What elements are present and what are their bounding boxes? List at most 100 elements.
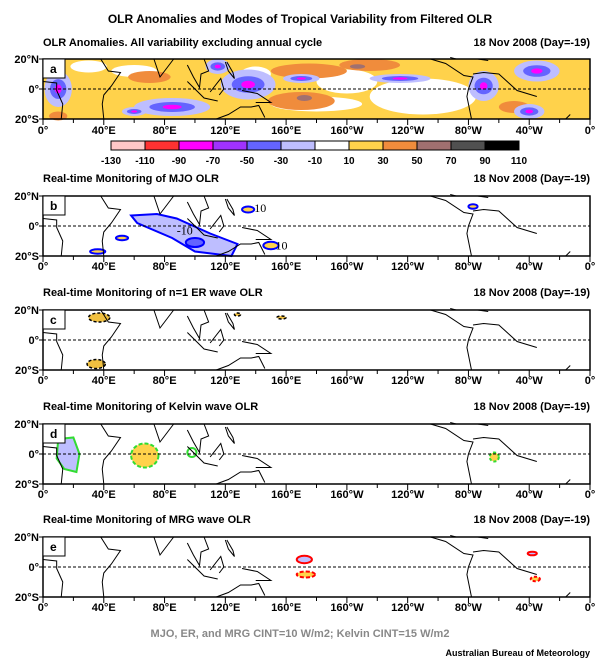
coastline xyxy=(472,208,537,234)
colorbar-label: -50 xyxy=(240,156,255,167)
kelvin-positive-contour xyxy=(130,442,160,469)
panel-letter: a xyxy=(50,62,57,76)
contour-label: 10 xyxy=(254,201,266,215)
coastline xyxy=(186,218,218,239)
coastline xyxy=(216,241,266,257)
panel-letter-box xyxy=(42,195,66,216)
kelvin-negative-contour xyxy=(55,436,81,474)
colorbar-swatch xyxy=(416,140,452,151)
panel-letter-box xyxy=(42,58,66,79)
colorbar-label: -10 xyxy=(308,156,323,167)
lon-label: 0° xyxy=(585,602,596,614)
lon-label: 120°E xyxy=(210,261,240,273)
colorbar-label: 110 xyxy=(511,156,528,167)
er-positive-contour xyxy=(86,358,107,370)
colorbar-swatch xyxy=(484,140,520,151)
lat-label: 20°N xyxy=(14,419,39,431)
coastline xyxy=(153,58,175,79)
mjo-negative-contour xyxy=(184,237,206,248)
coastline xyxy=(209,328,225,347)
er-positive-contour xyxy=(87,312,111,323)
panel-letter-box xyxy=(42,423,66,444)
coastline xyxy=(209,214,225,233)
lon-label: 120°W xyxy=(391,602,425,614)
lat-label: 0° xyxy=(28,335,39,347)
lon-label: 160°E xyxy=(271,602,301,614)
coastline xyxy=(472,549,537,575)
mjo-contour xyxy=(467,203,479,210)
mjo-contour xyxy=(114,234,130,242)
lon-label: 160°W xyxy=(330,602,364,614)
positive-anomaly xyxy=(270,63,347,79)
coastline xyxy=(209,77,225,96)
lon-label: 0° xyxy=(38,375,49,387)
lon-label: 120°W xyxy=(391,125,425,137)
colorbar-swatch xyxy=(348,140,384,151)
colorbar-swatch xyxy=(280,140,316,151)
colorbar-label: -90 xyxy=(172,156,187,167)
lon-label: 120°W xyxy=(391,489,425,501)
strong-negative-anomaly xyxy=(525,109,534,114)
coastline xyxy=(186,58,210,90)
kelvin-contour xyxy=(186,447,198,458)
coastline xyxy=(42,446,64,485)
colorbar-label: 70 xyxy=(445,156,457,167)
lat-label: 0° xyxy=(28,449,39,461)
colorbar-swatch xyxy=(178,140,214,151)
coastline xyxy=(241,341,273,354)
lon-label: 80°W xyxy=(455,489,483,501)
lat-label: 20°N xyxy=(14,54,39,66)
mrg-negative-contour xyxy=(526,550,538,557)
panel-title: Real-time Monitoring of MRG wave OLR xyxy=(43,514,251,526)
coastline xyxy=(186,423,210,455)
coastline xyxy=(42,559,64,598)
colorbar-swatch xyxy=(110,140,146,151)
strong-positive-anomaly xyxy=(349,64,366,69)
lat-label: 20°N xyxy=(14,191,39,203)
coastline xyxy=(153,423,175,444)
coastline xyxy=(216,104,266,120)
lat-label: 20°S xyxy=(15,592,39,604)
colorbar-label: 10 xyxy=(343,156,355,167)
er-positive-contour xyxy=(233,312,242,317)
panel-title: OLR Anomalies. All variability excluding… xyxy=(43,37,323,49)
mjo-contour xyxy=(241,205,256,214)
lat-label: 20°N xyxy=(14,305,39,317)
lat-label: 20°N xyxy=(14,532,39,544)
coastline xyxy=(224,426,235,444)
lon-label: 80°W xyxy=(455,602,483,614)
panel-letter-box xyxy=(42,309,66,330)
lon-label: 160°W xyxy=(330,125,364,137)
mjo-contour xyxy=(89,248,107,255)
coastline xyxy=(216,355,266,371)
strong-negative-anomaly xyxy=(479,82,488,90)
lon-label: 160°W xyxy=(330,489,364,501)
credit: Australian Bureau of Meteorology xyxy=(445,648,590,658)
positive-anomaly xyxy=(128,71,171,83)
lon-label: 80°W xyxy=(455,375,483,387)
strong-negative-anomaly xyxy=(531,68,543,74)
lon-label: 80°E xyxy=(153,375,177,387)
lon-label: 40°E xyxy=(92,602,116,614)
lon-label: 80°W xyxy=(455,125,483,137)
coastline xyxy=(153,195,175,216)
coastline xyxy=(224,61,235,79)
lon-label: 80°E xyxy=(153,489,177,501)
coastline xyxy=(186,559,218,580)
mjo-negative-contour xyxy=(129,212,239,258)
lon-label: 160°W xyxy=(330,375,364,387)
coastline xyxy=(216,582,266,598)
lon-label: 160°E xyxy=(271,261,301,273)
panel-title: Real-time Monitoring of Kelvin wave OLR xyxy=(43,401,259,413)
coastline xyxy=(241,90,273,103)
kelvin-positive-contour xyxy=(488,451,500,463)
coastline xyxy=(42,218,64,257)
lon-label: 160°E xyxy=(271,125,301,137)
lon-label: 120°E xyxy=(210,489,240,501)
lon-label: 120°W xyxy=(391,261,425,273)
strong-positive-anomaly xyxy=(296,95,312,101)
panel-title: Real-time Monitoring of n=1 ER wave OLR xyxy=(43,287,263,299)
colorbar-label: -110 xyxy=(135,156,155,167)
lon-label: 0° xyxy=(585,375,596,387)
lon-label: 120°E xyxy=(210,602,240,614)
